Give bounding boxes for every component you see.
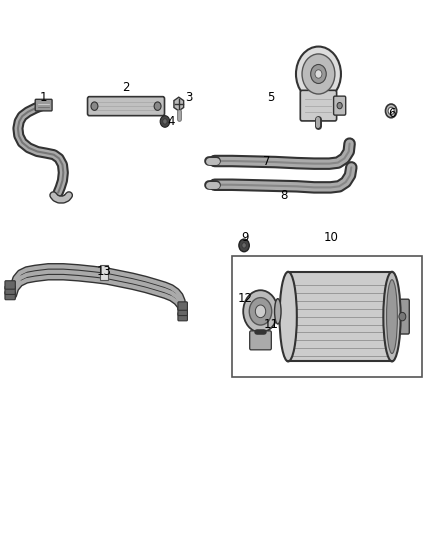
Circle shape [296, 46, 341, 101]
Circle shape [160, 116, 170, 127]
Text: 11: 11 [263, 318, 279, 331]
Bar [232, 256, 422, 377]
Text: 5: 5 [267, 91, 275, 104]
Text: 10: 10 [324, 231, 339, 244]
FancyBboxPatch shape [5, 292, 15, 300]
Circle shape [249, 297, 272, 325]
Circle shape [242, 243, 246, 248]
Text: 2: 2 [122, 80, 130, 94]
Circle shape [399, 312, 406, 321]
FancyBboxPatch shape [178, 312, 187, 321]
FancyBboxPatch shape [88, 96, 165, 116]
Bar [100, 265, 108, 280]
FancyBboxPatch shape [178, 302, 187, 310]
Polygon shape [174, 97, 184, 111]
Circle shape [239, 239, 249, 252]
Circle shape [385, 104, 397, 118]
FancyBboxPatch shape [35, 99, 52, 111]
Text: 6: 6 [388, 107, 396, 120]
Circle shape [311, 64, 326, 84]
Circle shape [255, 305, 266, 318]
Text: 13: 13 [97, 265, 112, 278]
FancyBboxPatch shape [178, 307, 187, 316]
Text: 9: 9 [241, 231, 249, 244]
Text: 3: 3 [185, 91, 192, 104]
FancyBboxPatch shape [396, 299, 409, 334]
Text: 12: 12 [237, 292, 252, 305]
FancyBboxPatch shape [5, 286, 15, 294]
Text: 4: 4 [168, 115, 175, 128]
Ellipse shape [275, 298, 281, 324]
Text: 7: 7 [263, 155, 270, 167]
Circle shape [91, 102, 98, 110]
Bar [288, 272, 392, 361]
Ellipse shape [387, 280, 397, 353]
Circle shape [337, 102, 342, 109]
FancyBboxPatch shape [334, 96, 346, 115]
Circle shape [163, 119, 167, 124]
Circle shape [315, 70, 322, 78]
FancyBboxPatch shape [5, 281, 15, 289]
Circle shape [388, 107, 394, 115]
Text: 8: 8 [280, 189, 288, 202]
Circle shape [302, 54, 335, 94]
FancyBboxPatch shape [300, 90, 337, 121]
FancyBboxPatch shape [250, 331, 271, 350]
Circle shape [154, 102, 161, 110]
Ellipse shape [279, 272, 297, 361]
Ellipse shape [383, 272, 401, 361]
Text: 1: 1 [40, 91, 48, 104]
Circle shape [243, 290, 278, 333]
